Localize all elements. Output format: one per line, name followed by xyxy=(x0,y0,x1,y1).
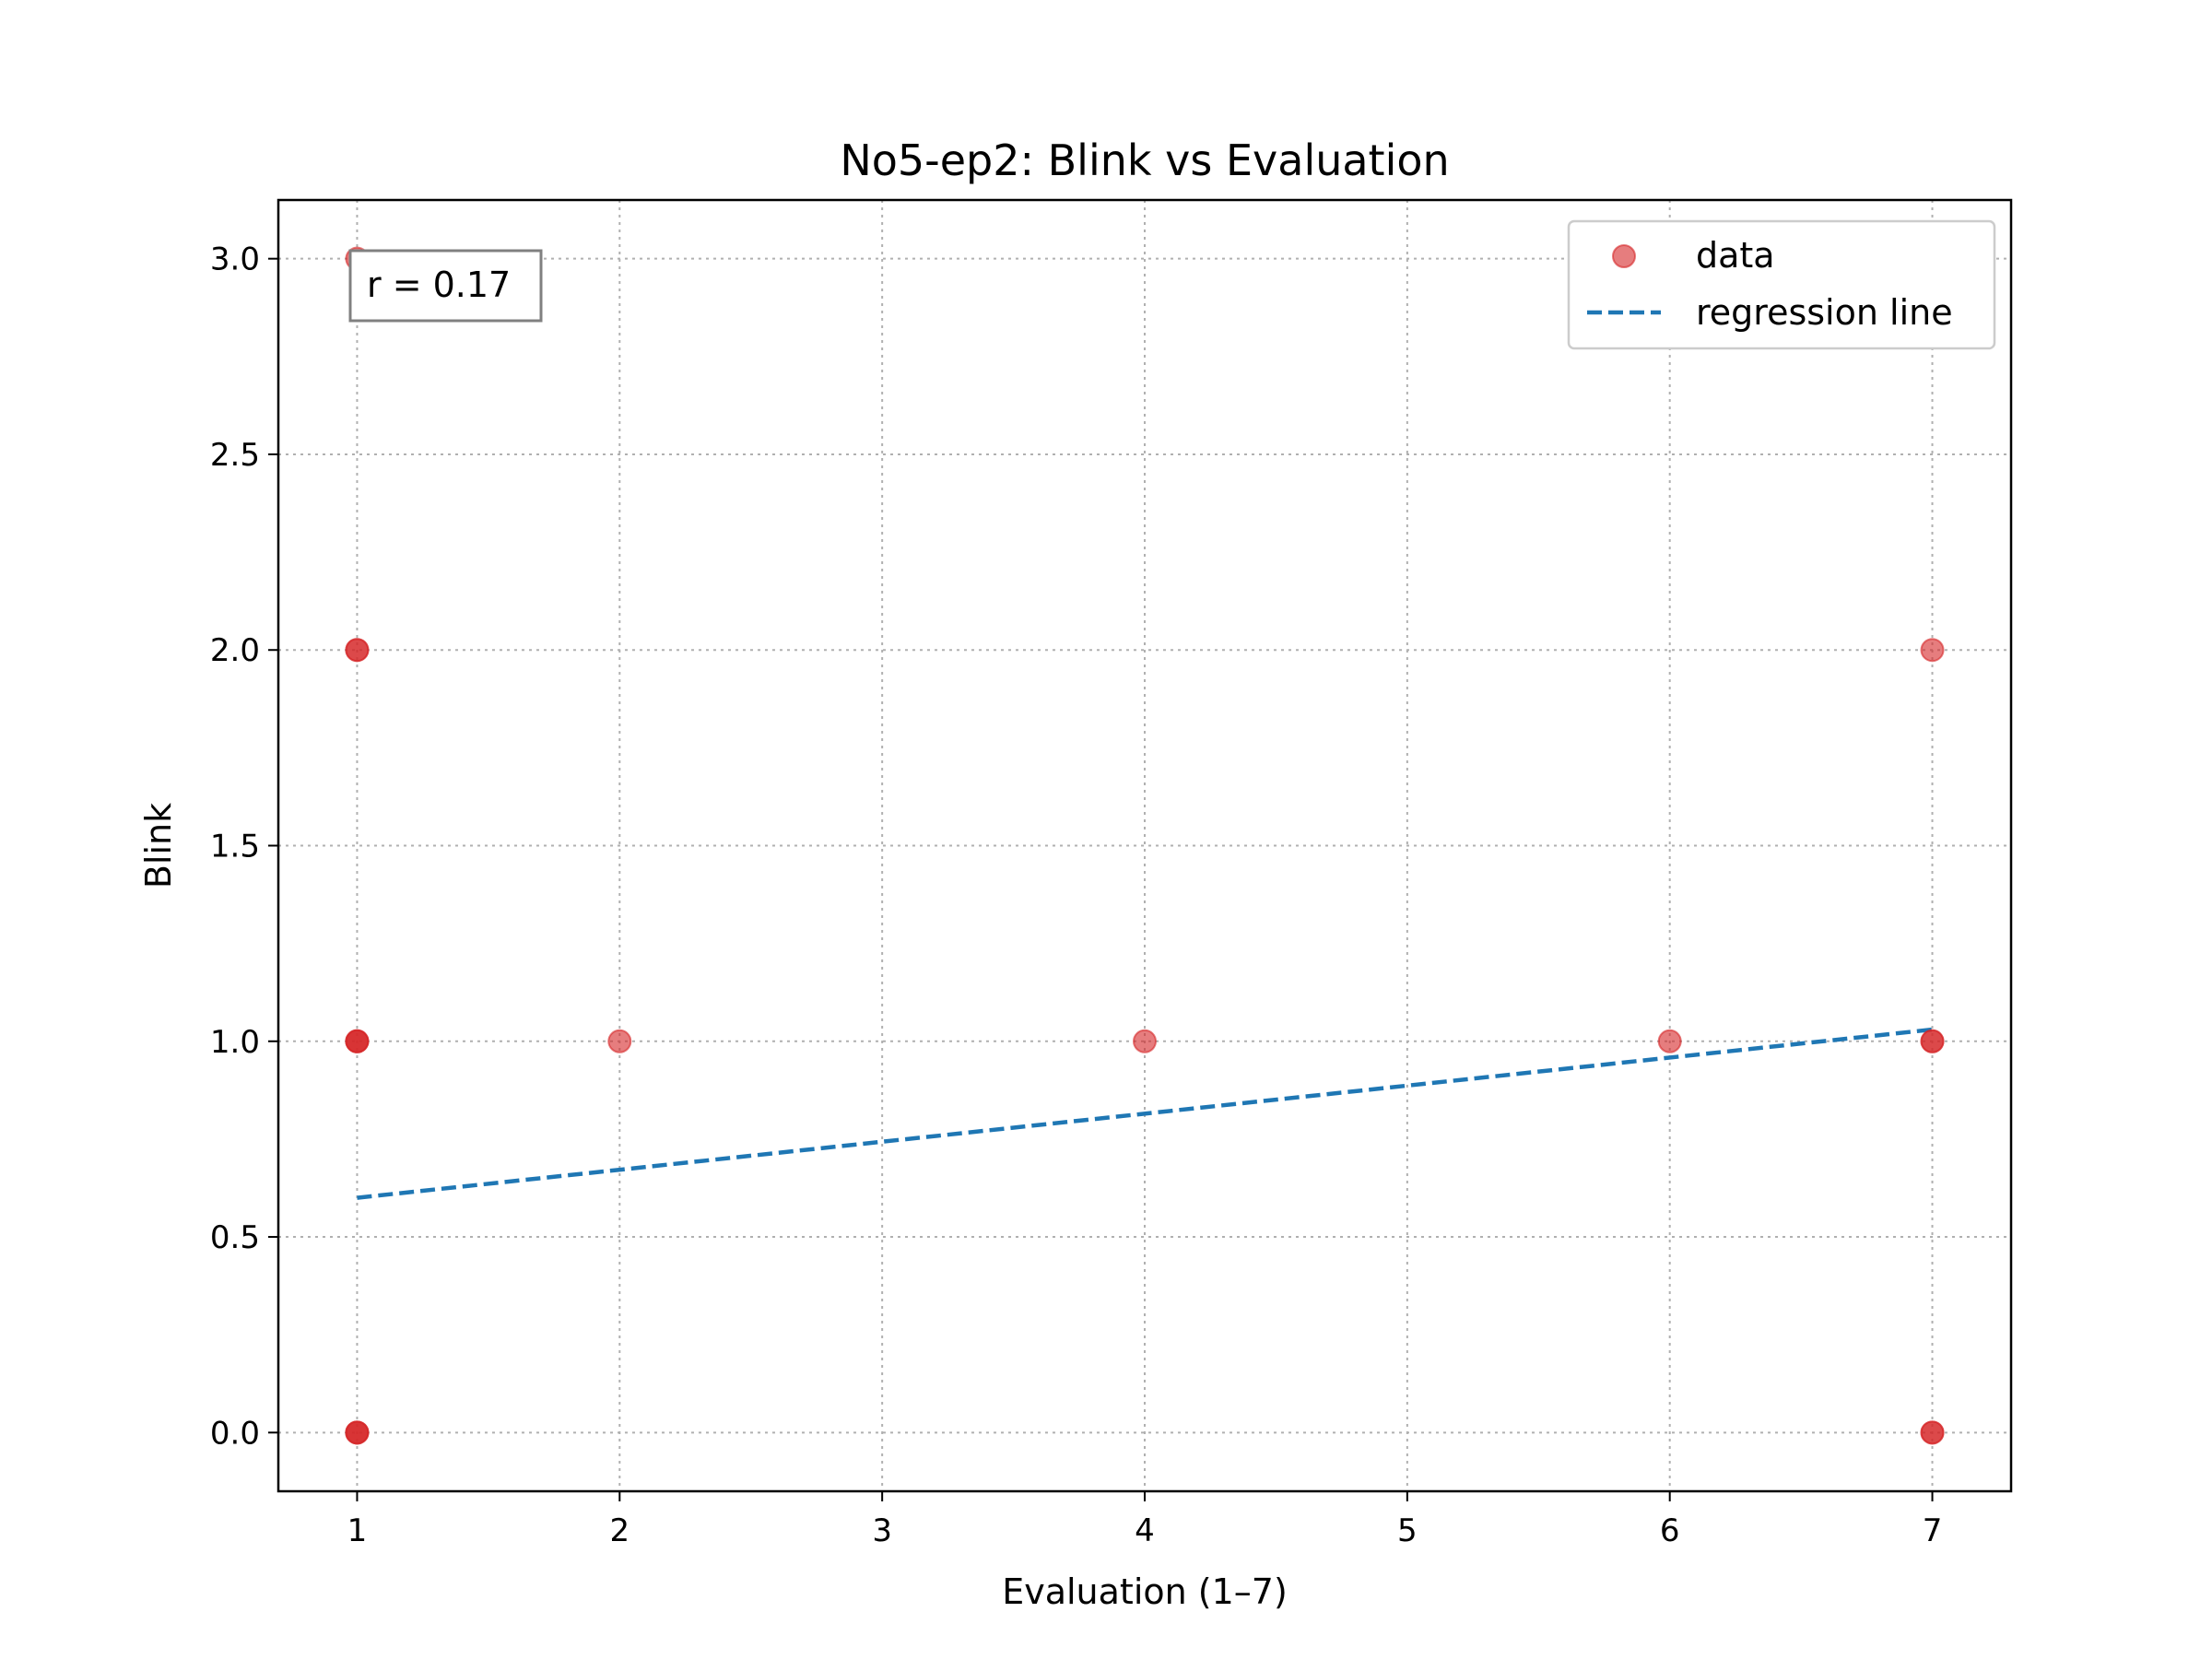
regression-line xyxy=(357,1030,1932,1198)
legend-label-regression-line: regression line xyxy=(1696,292,1953,333)
y-axis-ticks: 0.0 0.5 1.0 1.5 2.0 2.5 3.0 xyxy=(210,241,278,1453)
x-axis-label: Evaluation (1–7) xyxy=(1002,1571,1288,1612)
scatter-point xyxy=(1659,1030,1681,1053)
legend-marker-data xyxy=(1613,245,1635,267)
x-tick-label: 4 xyxy=(1135,1512,1155,1549)
grid xyxy=(278,200,2011,1491)
correlation-annotation: r = 0.17 xyxy=(350,251,541,321)
scatter-point xyxy=(346,1030,368,1053)
y-tick-label: 2.0 xyxy=(210,632,260,669)
scatter-point xyxy=(1922,1030,1944,1053)
scatter-point xyxy=(1922,1421,1944,1443)
x-tick-label: 6 xyxy=(1660,1512,1680,1549)
scatter-point xyxy=(1922,639,1944,661)
x-tick-label: 5 xyxy=(1397,1512,1418,1549)
y-tick-label: 1.0 xyxy=(210,1024,260,1061)
y-tick-label: 3.0 xyxy=(210,241,260,278)
x-tick-label: 7 xyxy=(1923,1512,1943,1549)
chart-title: No5-ep2: Blink vs Evaluation xyxy=(840,135,1449,185)
scatter-point xyxy=(346,639,368,661)
scatter-point xyxy=(608,1030,630,1053)
x-tick-label: 3 xyxy=(872,1512,892,1549)
y-tick-label: 1.5 xyxy=(210,829,260,865)
legend-label-data: data xyxy=(1696,235,1775,276)
regression-line-layer xyxy=(357,1030,1932,1198)
y-axis-label: Blink xyxy=(138,803,179,888)
scatter-point xyxy=(346,1421,368,1443)
legend: data regression line xyxy=(1569,221,1994,348)
y-tick-label: 2.5 xyxy=(210,437,260,474)
x-tick-label: 1 xyxy=(347,1512,368,1549)
x-tick-label: 2 xyxy=(609,1512,629,1549)
x-axis-ticks: 1 2 3 4 5 6 7 xyxy=(347,1491,1943,1549)
y-tick-label: 0.5 xyxy=(210,1219,260,1256)
y-tick-label: 0.0 xyxy=(210,1415,260,1452)
annotation-text: r = 0.17 xyxy=(367,265,511,305)
scatter-point xyxy=(1134,1030,1156,1053)
